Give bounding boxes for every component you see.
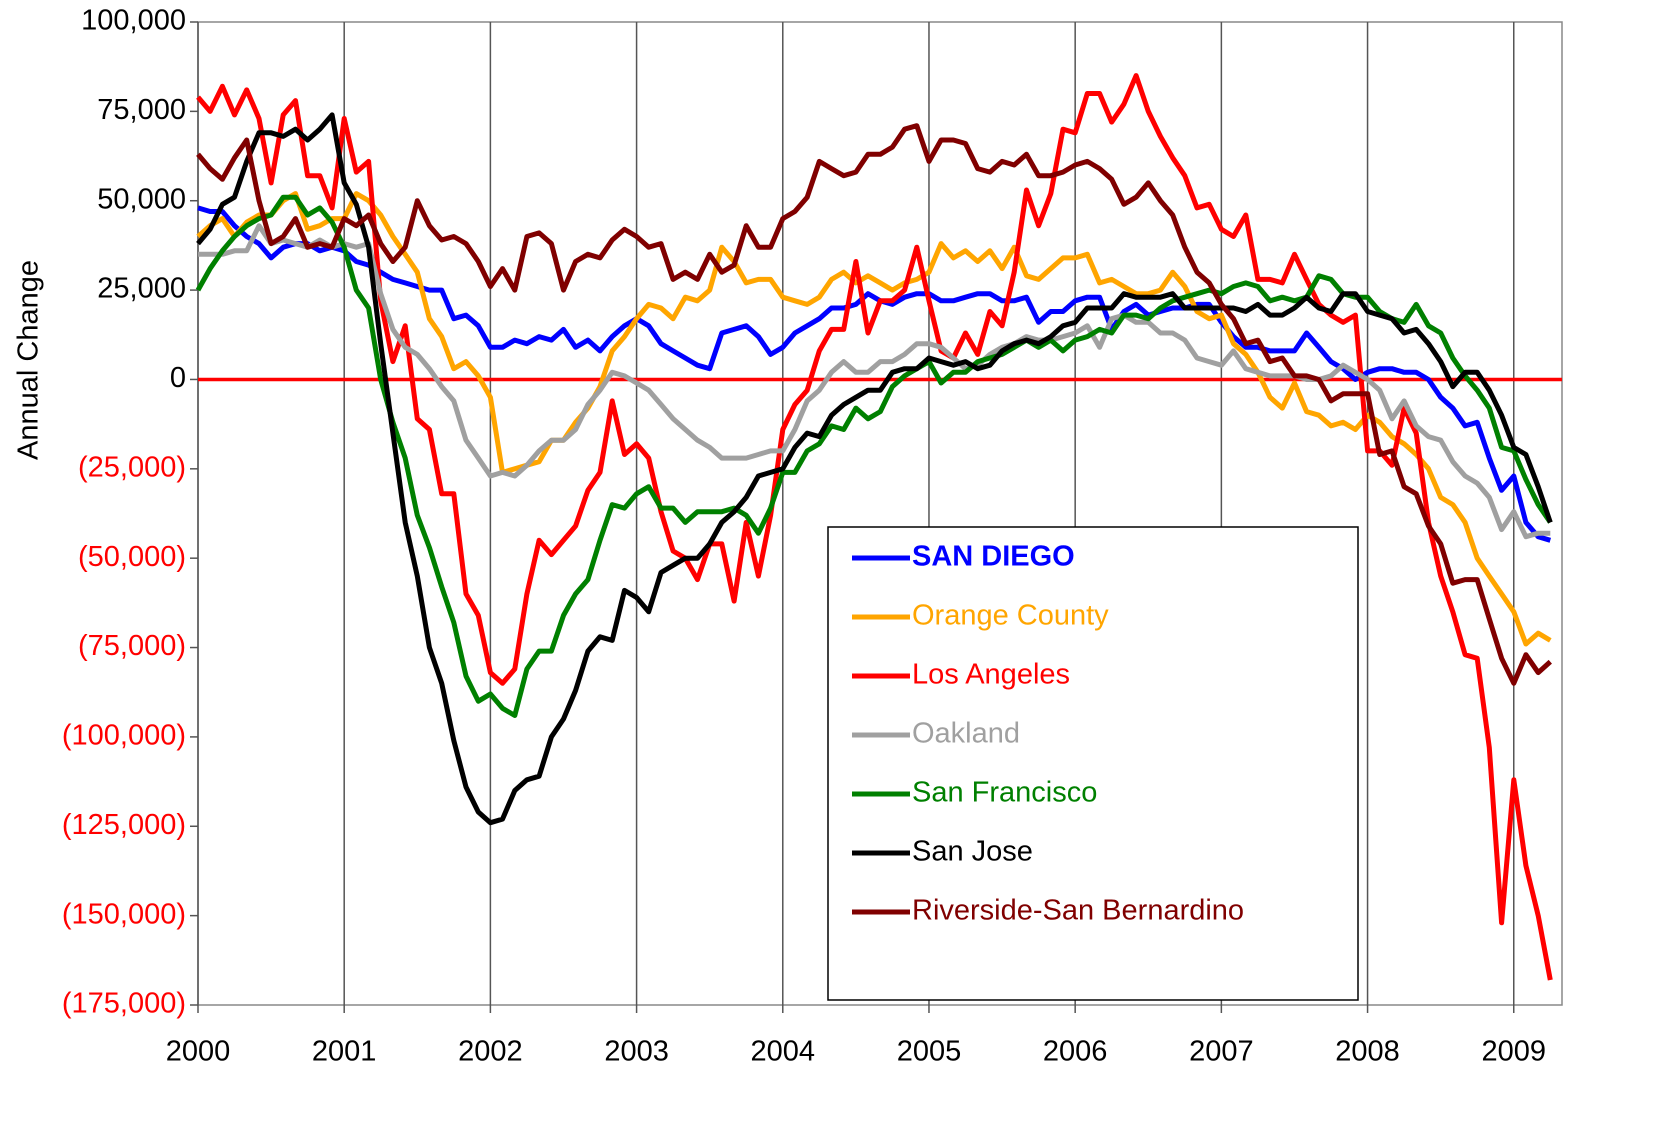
y-tick-label: (50,000) bbox=[78, 541, 186, 573]
y-tick-label: 25,000 bbox=[97, 273, 186, 305]
x-tick-label: 2004 bbox=[751, 1036, 816, 1068]
y-tick-label: (125,000) bbox=[62, 809, 186, 841]
legend-label: San Jose bbox=[912, 836, 1033, 868]
series-line bbox=[195, 194, 1553, 718]
y-tick-label: 100,000 bbox=[81, 5, 186, 37]
legend-label: San Francisco bbox=[912, 777, 1097, 809]
y-tick-label: (25,000) bbox=[78, 451, 186, 483]
y-axis-label: Annual Change bbox=[13, 260, 45, 460]
x-tick-label: 2003 bbox=[604, 1036, 669, 1068]
series-line bbox=[196, 191, 1552, 647]
x-tick-label: 2006 bbox=[1043, 1036, 1108, 1068]
series-line bbox=[196, 112, 1553, 826]
x-tick-label: 2005 bbox=[897, 1036, 962, 1068]
legend-label: SAN DIEGO bbox=[912, 541, 1075, 573]
x-tick-label: 2007 bbox=[1189, 1036, 1254, 1068]
y-tick-label: (100,000) bbox=[62, 720, 186, 752]
y-tick-label: 0 bbox=[170, 362, 186, 394]
x-tick-label: 2002 bbox=[458, 1036, 523, 1068]
legend-label: Oakland bbox=[912, 718, 1020, 750]
legend-label: Riverside-San Bernardino bbox=[912, 895, 1244, 927]
series-line bbox=[198, 223, 1551, 540]
y-tick-label: 50,000 bbox=[97, 183, 186, 215]
y-tick-label: 75,000 bbox=[97, 94, 186, 126]
x-tick-label: 2009 bbox=[1481, 1036, 1546, 1068]
y-tick-label: (150,000) bbox=[62, 898, 186, 930]
legend-label: Orange County bbox=[912, 600, 1109, 632]
legend-label: Los Angeles bbox=[912, 659, 1070, 691]
x-tick-label: 2000 bbox=[166, 1036, 231, 1068]
y-tick-label: (75,000) bbox=[78, 630, 186, 662]
series-line bbox=[196, 123, 1552, 686]
x-tick-label: 2001 bbox=[312, 1036, 377, 1068]
legend-box bbox=[827, 526, 1359, 1001]
x-tick-label: 2008 bbox=[1335, 1036, 1400, 1068]
y-tick-label: (175,000) bbox=[62, 988, 186, 1020]
